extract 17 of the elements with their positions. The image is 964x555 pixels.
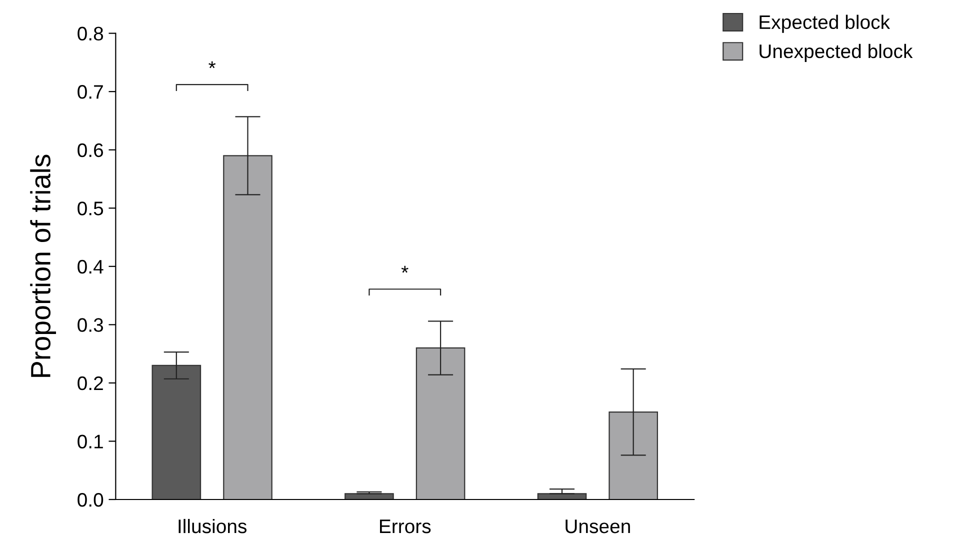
y-tick-label: 0.1 xyxy=(78,434,103,448)
y-tick-label: 0.8 xyxy=(78,26,104,41)
y-tick-label: 0.3 xyxy=(78,318,104,332)
y-tick-label: 0.0 xyxy=(78,492,104,507)
y-tick-label: 0.7 xyxy=(78,85,103,99)
annotation: * xyxy=(401,266,408,273)
legend-label: Expected block xyxy=(760,14,890,33)
y-tick-label: 0.5 xyxy=(78,202,104,216)
annotation: * xyxy=(208,61,216,68)
x-tick-label: Unseen xyxy=(566,520,630,534)
y-axis-title: Proportion of trials xyxy=(30,154,56,377)
x-tick-label: Illusions xyxy=(178,518,247,534)
y-tick-label: 0.6 xyxy=(78,143,104,158)
y-tick-label: 0.4 xyxy=(78,260,104,274)
legend-label: Unexpected block xyxy=(760,44,913,62)
y-tick-label: 0.2 xyxy=(78,376,103,390)
x-tick-label: Errors xyxy=(380,520,431,534)
